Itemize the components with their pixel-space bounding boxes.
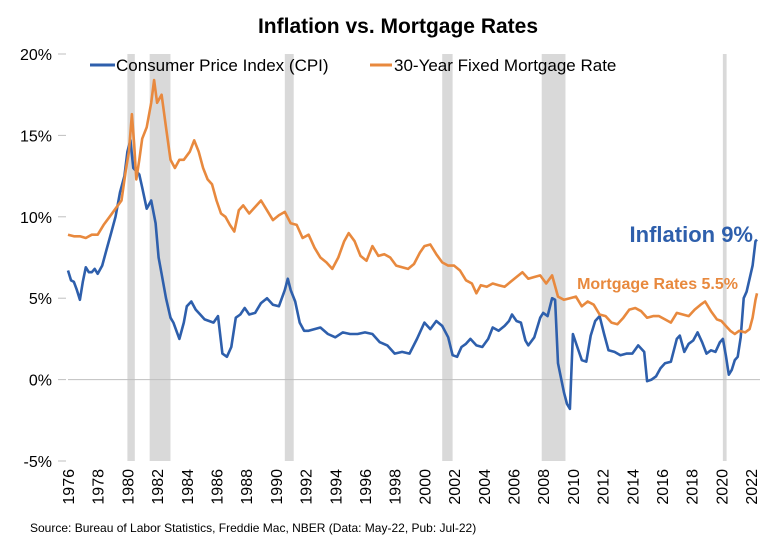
legend-label-mortgage: 30-Year Fixed Mortgage Rate: [394, 56, 616, 75]
x-tick-label: 1982: [150, 469, 167, 505]
recession-band: [127, 54, 135, 461]
legend-label-cpi: Consumer Price Index (CPI): [116, 56, 329, 75]
y-tick-label: 15%: [20, 128, 52, 145]
legend: Consumer Price Index (CPI) 30-Year Fixed…: [90, 56, 616, 75]
series-lines: [66, 78, 759, 411]
x-tick-label: 1984: [180, 469, 197, 505]
recession-band: [722, 54, 727, 461]
mortgage-end-label: Mortgage Rates 5.5%: [577, 276, 738, 293]
x-tick-label: 1976: [61, 469, 78, 505]
recession-band: [442, 54, 453, 461]
series-line-cpi: [66, 139, 758, 411]
x-tick-label: 2012: [596, 469, 613, 505]
y-axis: -5% 0% 5% 10% 15% 20%: [20, 47, 66, 471]
x-tick-label: 2020: [714, 469, 731, 505]
y-tick-label: 10%: [20, 210, 52, 227]
x-tick-label: 2002: [447, 469, 464, 505]
series-line-mortgage: [67, 78, 759, 336]
chart-title: Inflation vs. Mortgage Rates: [258, 15, 538, 38]
recession-band: [541, 54, 566, 461]
y-tick-label: -5%: [24, 454, 52, 471]
recession-band: [284, 54, 294, 461]
x-axis: 1976 1978 1980 1982 1984 1986 1988 1990 1992 1994…: [61, 469, 761, 505]
x-tick-label: 2008: [536, 469, 553, 505]
x-tick-label: 1980: [120, 469, 137, 505]
y-tick-label: 20%: [20, 47, 52, 64]
x-tick-label: 1996: [358, 469, 375, 505]
x-tick-label: 2000: [417, 469, 434, 505]
inflation-end-label: Inflation 9%: [630, 222, 753, 247]
source-note: Source: Bureau of Labor Statistics, Fred…: [30, 521, 476, 535]
x-tick-label: 2010: [566, 469, 583, 505]
x-tick-label: 1992: [299, 469, 316, 505]
x-tick-label: 2018: [685, 469, 702, 505]
x-tick-label: 1990: [269, 469, 286, 505]
x-tick-label: 1994: [328, 469, 345, 505]
recession-bands: [127, 54, 727, 461]
x-tick-label: 2016: [655, 469, 672, 505]
x-tick-label: 2014: [625, 469, 642, 505]
x-tick-label: 1986: [209, 469, 226, 505]
y-tick-label: 0%: [29, 373, 52, 390]
x-tick-label: 2004: [477, 469, 494, 505]
x-tick-label: 1998: [388, 469, 405, 505]
x-tick-label: 1988: [239, 469, 256, 505]
x-tick-label: 2022: [744, 469, 761, 505]
x-tick-label: 1978: [91, 469, 108, 505]
y-tick-label: 5%: [29, 291, 52, 308]
recession-band: [149, 54, 171, 461]
x-tick-label: 2006: [506, 469, 523, 505]
